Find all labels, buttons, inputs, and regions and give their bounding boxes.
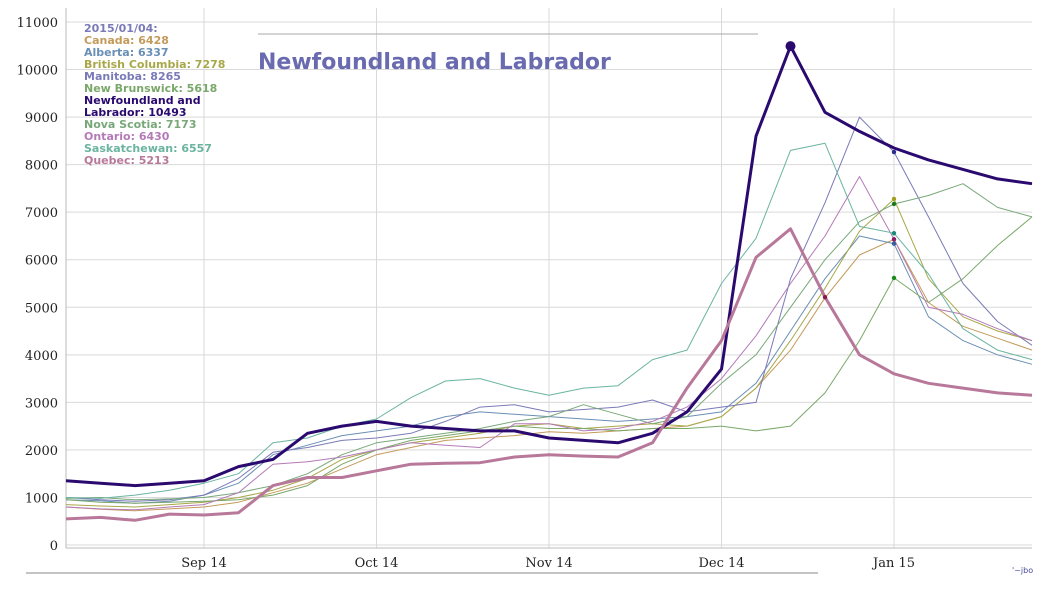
y-tick-label: 11000 [17, 16, 58, 31]
legend-entry-alberta: Alberta: 6337 [84, 46, 169, 59]
series-line-manitoba[interactable] [65, 116, 1033, 502]
series-lines [65, 44, 1033, 522]
legend-entry-british-columbia: British Columbia: 7278 [84, 58, 225, 71]
legend-entry-saskatchewan: Saskatchewan: 6557 [84, 142, 212, 155]
y-tick-label: 7000 [25, 206, 58, 221]
legend-entry-new-brunswick: New Brunswick: 5618 [84, 82, 217, 95]
legend-entry-canada: Canada: 6428 [84, 34, 169, 47]
hover-marker-quebec [822, 294, 828, 300]
axis-layer [26, 8, 1032, 574]
series-line-quebec[interactable] [65, 227, 1033, 522]
hover-marker-new-brunswick [891, 275, 897, 281]
y-tick-label: 6000 [25, 254, 58, 269]
y-tick-label: 8000 [25, 159, 58, 174]
hover-markers [785, 41, 897, 300]
x-tick-label: Jan 15 [871, 556, 915, 571]
legend-entry-ontario: Ontario: 6430 [84, 130, 170, 143]
y-tick-label: 4000 [25, 349, 58, 364]
credit-text[interactable]: '~jbo [1012, 566, 1033, 575]
series-line-saskatchewan[interactable] [65, 142, 1033, 499]
series-line-new-brunswick[interactable] [65, 216, 1033, 504]
hover-marker-nova-scotia [891, 201, 897, 207]
x-tick-label: Dec 14 [698, 556, 744, 571]
y-tick-label: 10000 [17, 64, 58, 79]
hover-marker-alberta [891, 241, 897, 246]
legend-entry-quebec: Quebec: 5213 [84, 154, 169, 167]
y-tick-label: 2000 [25, 444, 58, 459]
legend-entry-manitoba: Manitoba: 8265 [84, 70, 181, 83]
x-tick-label: Oct 14 [355, 556, 399, 571]
grid-layer [66, 8, 1032, 548]
hover-marker-saskatchewan [891, 231, 897, 236]
x-tick-labels: Sep 14 Oct 14 Nov 14 Dec 14 Jan 15 [181, 556, 915, 571]
series-line-ontario[interactable] [65, 176, 1033, 511]
y-tick-label: 0 [50, 539, 58, 554]
y-tick-label: 5000 [25, 301, 58, 316]
series-line-nova-scotia[interactable] [65, 183, 1033, 501]
hover-marker-manitoba [891, 149, 897, 155]
y-tick-labels: 0 1000 2000 3000 4000 5000 6000 7000 8000 9000 100… [17, 16, 58, 554]
chart-title: Newfoundland and Labrador [258, 50, 611, 75]
series-line-canada[interactable] [65, 238, 1033, 512]
legend-entry-nova-scotia: Nova Scotia: 7173 [84, 118, 196, 131]
x-tick-label: Nov 14 [525, 556, 572, 571]
legend-date: 2015/01/04: [84, 22, 158, 35]
y-tick-label: 9000 [25, 111, 58, 126]
x-tick-label: Sep 14 [181, 556, 227, 571]
legend-entry-newfoundland-and-labrador: Labrador: 10493 [84, 106, 187, 119]
y-tick-label: 1000 [25, 491, 58, 506]
series-line-newfoundland-and-labrador[interactable] [65, 44, 1033, 488]
hover-marker-british-columbia [891, 196, 897, 202]
hover-marker-ontario [891, 237, 897, 242]
y-tick-label: 3000 [25, 396, 58, 411]
hover-marker-newfoundland-and-labrador [785, 41, 796, 52]
legend-entry-newfoundland-and-labrador: Newfoundland and [84, 94, 201, 107]
